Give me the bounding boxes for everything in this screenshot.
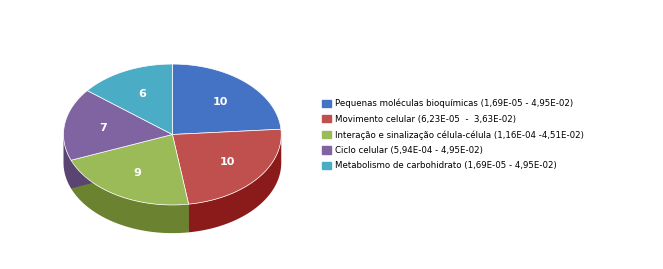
Polygon shape	[172, 129, 281, 204]
Polygon shape	[88, 64, 172, 134]
Text: 6: 6	[138, 89, 146, 99]
Polygon shape	[172, 134, 188, 232]
Polygon shape	[188, 134, 281, 232]
Text: 10: 10	[219, 157, 235, 168]
Polygon shape	[172, 134, 188, 232]
Legend: Pequenas moléculas bioquímicas (1,69E-05 - 4,95E-02), Movimento celular (6,23E-0: Pequenas moléculas bioquímicas (1,69E-05…	[320, 96, 587, 173]
Text: 10: 10	[213, 97, 228, 107]
Polygon shape	[71, 134, 172, 188]
Text: 9: 9	[133, 168, 141, 178]
Polygon shape	[71, 160, 188, 233]
Polygon shape	[71, 134, 188, 205]
Polygon shape	[172, 64, 281, 134]
Polygon shape	[64, 135, 71, 188]
Polygon shape	[71, 134, 172, 188]
Polygon shape	[64, 91, 172, 160]
Text: 7: 7	[99, 123, 107, 133]
